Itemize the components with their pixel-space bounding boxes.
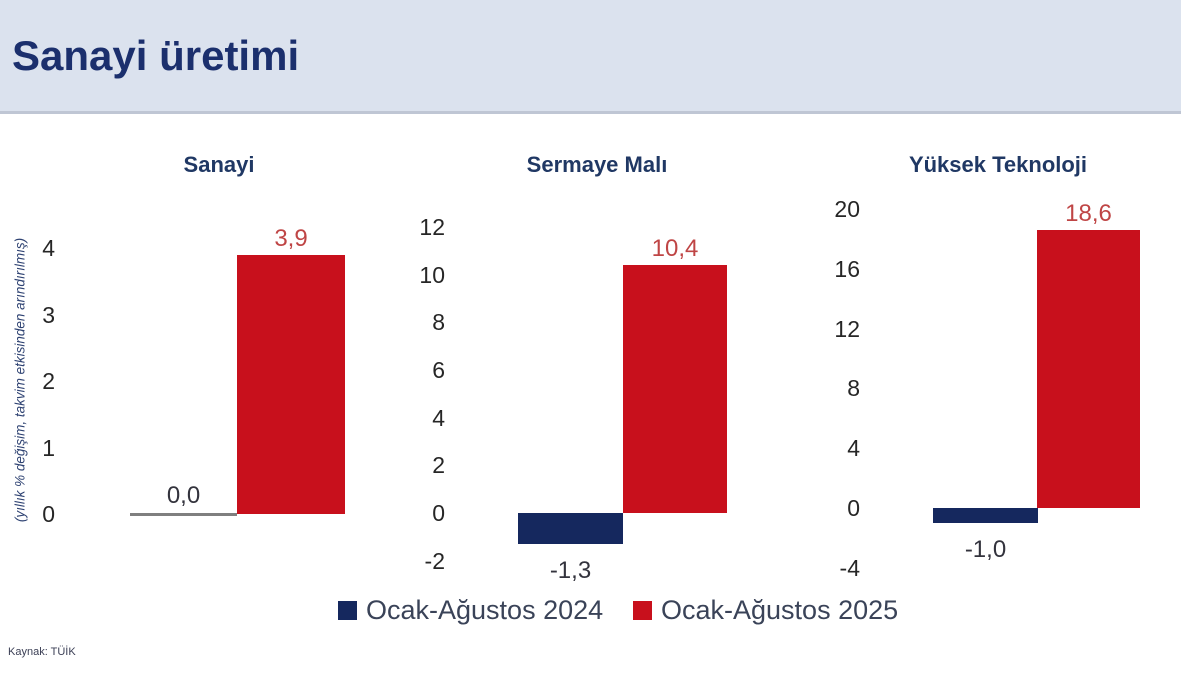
legend-label-2024: Ocak-Ağustos 2024 (366, 594, 604, 625)
value-label: 3,9 (274, 224, 308, 252)
y-tick-label: 4 (847, 435, 860, 462)
legend-swatch-2024 (338, 600, 357, 620)
value-label: -1,0 (964, 535, 1007, 563)
bar-2024 (518, 513, 623, 544)
y-tick-label: 20 (834, 196, 860, 222)
y-tick-label: 12 (834, 315, 860, 342)
y-tick-label: 12 (419, 214, 445, 241)
y-tick-label: 8 (432, 309, 445, 336)
legend-label-2025: Ocak-Ağustos 2025 (661, 594, 899, 625)
y-tick-label: 4 (432, 404, 445, 431)
bar-2025 (623, 265, 727, 513)
y-tick-label: 8 (847, 375, 860, 402)
source-note: Kaynak: TÜİK (8, 646, 76, 658)
y-tick-label: 1 (42, 434, 55, 461)
value-label: 0,0 (166, 482, 201, 509)
page-title: Sanayi üretimi (12, 31, 300, 79)
value-label: 18,6 (1065, 199, 1112, 227)
y-tick-label: 6 (432, 357, 445, 384)
y-tick-label: 3 (42, 301, 55, 328)
y-tick-label: 16 (834, 255, 860, 282)
bar-2024 (933, 508, 1038, 523)
header: Sanayi üretimi (0, 0, 1181, 114)
y-tick-label: -4 (839, 554, 860, 581)
bar-2025 (1037, 229, 1140, 508)
y-tick-label: 0 (42, 501, 55, 527)
chart-title: Sanayi (183, 152, 255, 177)
y-tick-label: 2 (432, 452, 445, 479)
y-tick-label: 10 (419, 261, 445, 288)
legend-item-2025: Ocak-Ağustos 2025 (633, 594, 899, 625)
zero-value-line (130, 513, 237, 516)
y-tick-label: 0 (847, 495, 860, 521)
y-tick-label: 0 (432, 500, 445, 526)
y-tick-label: 4 (42, 235, 55, 261)
chart-title: Sermaye Malı (526, 152, 668, 177)
y-tick-label: 2 (42, 368, 55, 394)
value-label: -1,3 (549, 556, 592, 584)
legend-item-2024: Ocak-Ağustos 2024 (338, 594, 604, 625)
value-label: 10,4 (651, 235, 699, 263)
legend-swatch-2025 (633, 600, 652, 620)
bar-2025 (237, 254, 345, 514)
y-tick-label: -2 (424, 547, 445, 574)
chart-title: Yüksek Teknoloji (908, 152, 1088, 177)
